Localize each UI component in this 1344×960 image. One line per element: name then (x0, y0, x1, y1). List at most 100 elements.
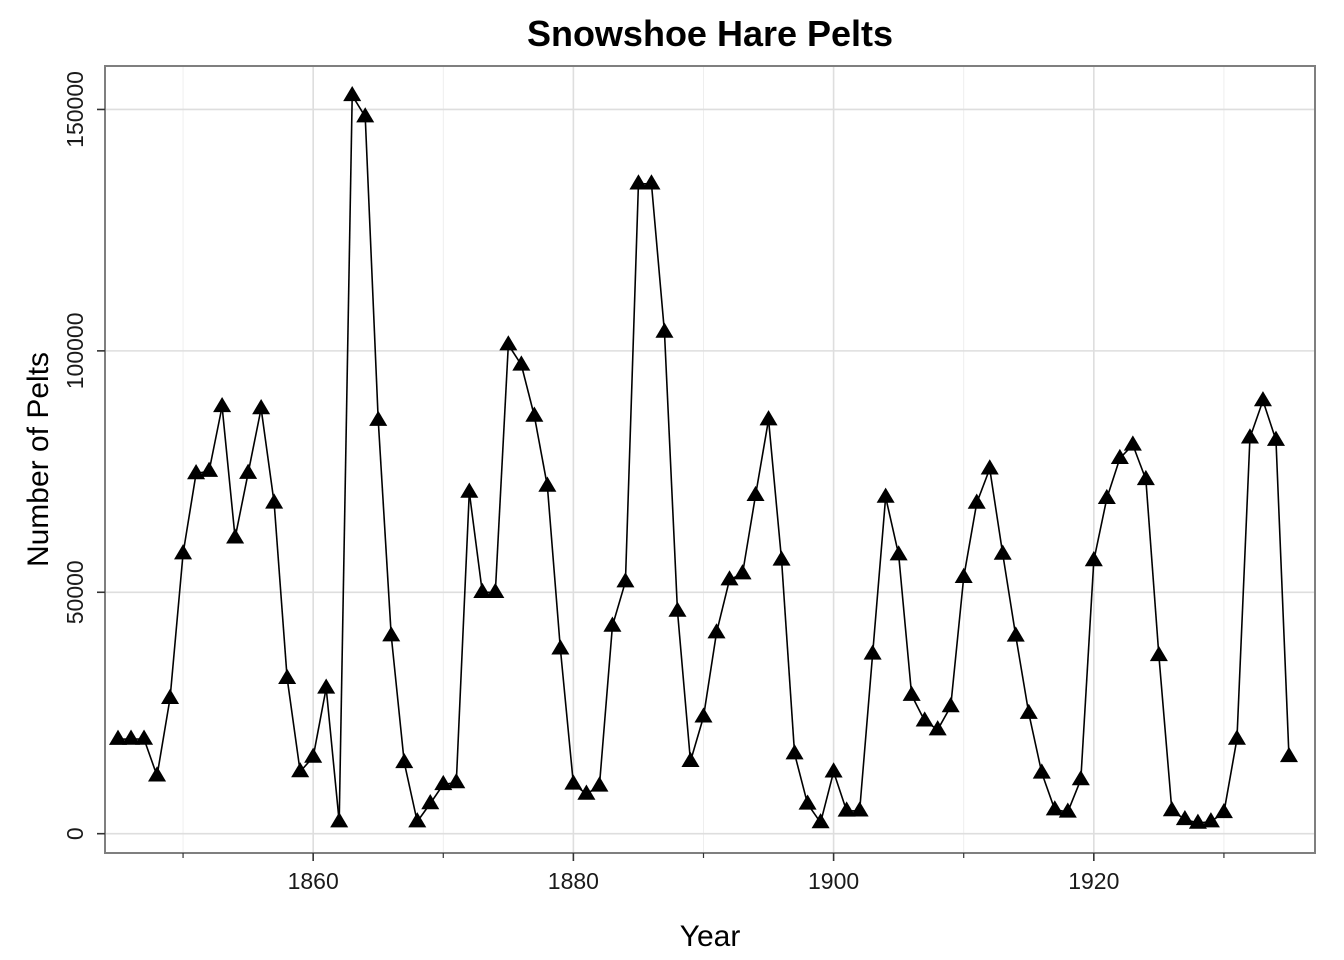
data-point-triangle (330, 812, 349, 828)
data-point-triangle (1097, 488, 1116, 505)
data-point-triangle (1149, 645, 1168, 662)
data-point-triangle (1201, 812, 1220, 828)
data-point-triangle (1123, 435, 1142, 451)
data-point-triangle (915, 711, 934, 727)
series-line-segment (897, 554, 913, 696)
data-point-triangle (655, 322, 674, 338)
data-line-layer (118, 95, 1290, 824)
data-point-triangle (1162, 801, 1181, 817)
series-line-segment (1027, 713, 1043, 774)
series-line-segment (390, 635, 406, 763)
series-line-segment (1249, 400, 1264, 439)
data-point-triangle (1175, 809, 1194, 826)
series-line-segment (624, 183, 640, 582)
data-point-triangle (824, 762, 843, 778)
series-line-segment (494, 344, 510, 593)
series-line-segment (832, 771, 848, 812)
series-line-segment (273, 502, 288, 679)
series-line-segment (1106, 458, 1121, 499)
series-line-segment (559, 648, 575, 784)
series-line-segment (611, 581, 627, 627)
series-line-segment (208, 406, 223, 472)
y-axis-title: Number of Pelts (22, 352, 55, 567)
series-line-segment (1001, 553, 1017, 637)
data-point-triangle (694, 707, 713, 723)
series-line-segment (988, 468, 1004, 555)
series-line-segment (169, 553, 184, 699)
data-point-triangle (798, 794, 817, 810)
series-line-segment (793, 753, 809, 805)
series-line-segment (1236, 437, 1251, 740)
series-line-segment (949, 577, 965, 707)
series-line-segment (403, 762, 419, 822)
data-point-triangle (980, 459, 999, 475)
data-point-triangle (863, 644, 882, 660)
data-point-triangle (759, 410, 778, 426)
series-line-segment (468, 491, 484, 593)
data-point-triangle (161, 688, 180, 705)
data-point-triangle (1266, 430, 1285, 446)
data-point-triangle (317, 678, 336, 694)
x-tick-label: 1900 (808, 868, 859, 894)
data-point-triangle (265, 493, 284, 509)
series-line-segment (741, 495, 757, 574)
series-line-segment (767, 419, 783, 561)
series-line-segment (754, 419, 770, 496)
data-point-triangle (876, 487, 895, 503)
data-point-triangle (239, 463, 258, 479)
axis-ticks-layer: 1860 1880 1900 1920 0 50000 100000 150000 (62, 71, 1225, 894)
y-tick-label: 50000 (62, 560, 88, 624)
series-line-segment (884, 496, 900, 555)
data-point-triangle (668, 601, 687, 617)
data-point-triangle (629, 174, 648, 190)
data-point-triangle (213, 396, 232, 413)
data-point-triangle (512, 355, 531, 371)
data-point-triangle (577, 784, 596, 800)
series-line-segment (156, 698, 171, 776)
data-point-triangle (538, 476, 557, 492)
data-point-triangle (772, 550, 791, 566)
series-line-segment (182, 473, 197, 554)
data-point-triangle (252, 399, 271, 415)
data-point-triangle (447, 773, 466, 789)
data-point-triangle (369, 410, 388, 426)
data-point-triangle (525, 406, 544, 422)
data-point-triangle (421, 794, 440, 810)
data-point-triangle (941, 697, 960, 713)
data-point-triangle (1045, 800, 1064, 816)
series-line-segment (1158, 655, 1173, 811)
series-line-segment (221, 406, 236, 538)
data-point-triangle (121, 729, 141, 745)
data-point-triangle (1279, 746, 1299, 763)
data-point-triangle (850, 801, 869, 817)
data-point-triangle (499, 335, 518, 351)
data-point-triangle (564, 774, 583, 790)
data-point-triangle (616, 572, 635, 588)
data-point-triangle (148, 766, 167, 782)
data-point-triangle (746, 485, 765, 502)
series-line-segment (1014, 635, 1030, 714)
series-line-segment (1080, 560, 1095, 780)
data-point-triangle (837, 801, 856, 817)
data-point-triangle (1071, 770, 1090, 786)
y-tick-label: 100000 (62, 312, 88, 389)
series-line-segment (143, 738, 158, 777)
data-point-triangle (382, 626, 401, 642)
data-point-triangle (1032, 763, 1051, 779)
x-axis-title: Year (680, 920, 741, 953)
data-marker-layer (108, 85, 1299, 829)
data-point-triangle (1136, 469, 1155, 486)
series-line-segment (338, 95, 354, 822)
data-point-triangle (278, 668, 297, 684)
data-point-triangle (200, 461, 219, 477)
data-point-triangle (642, 174, 661, 190)
x-tick-label: 1920 (1068, 868, 1119, 894)
data-point-triangle (720, 570, 739, 586)
data-point-triangle (811, 813, 830, 829)
y-tick-label: 0 (62, 827, 88, 840)
data-point-triangle (733, 564, 752, 580)
data-point-triangle (954, 567, 973, 584)
series-line-segment (702, 632, 718, 717)
series-line-segment (1223, 738, 1238, 813)
